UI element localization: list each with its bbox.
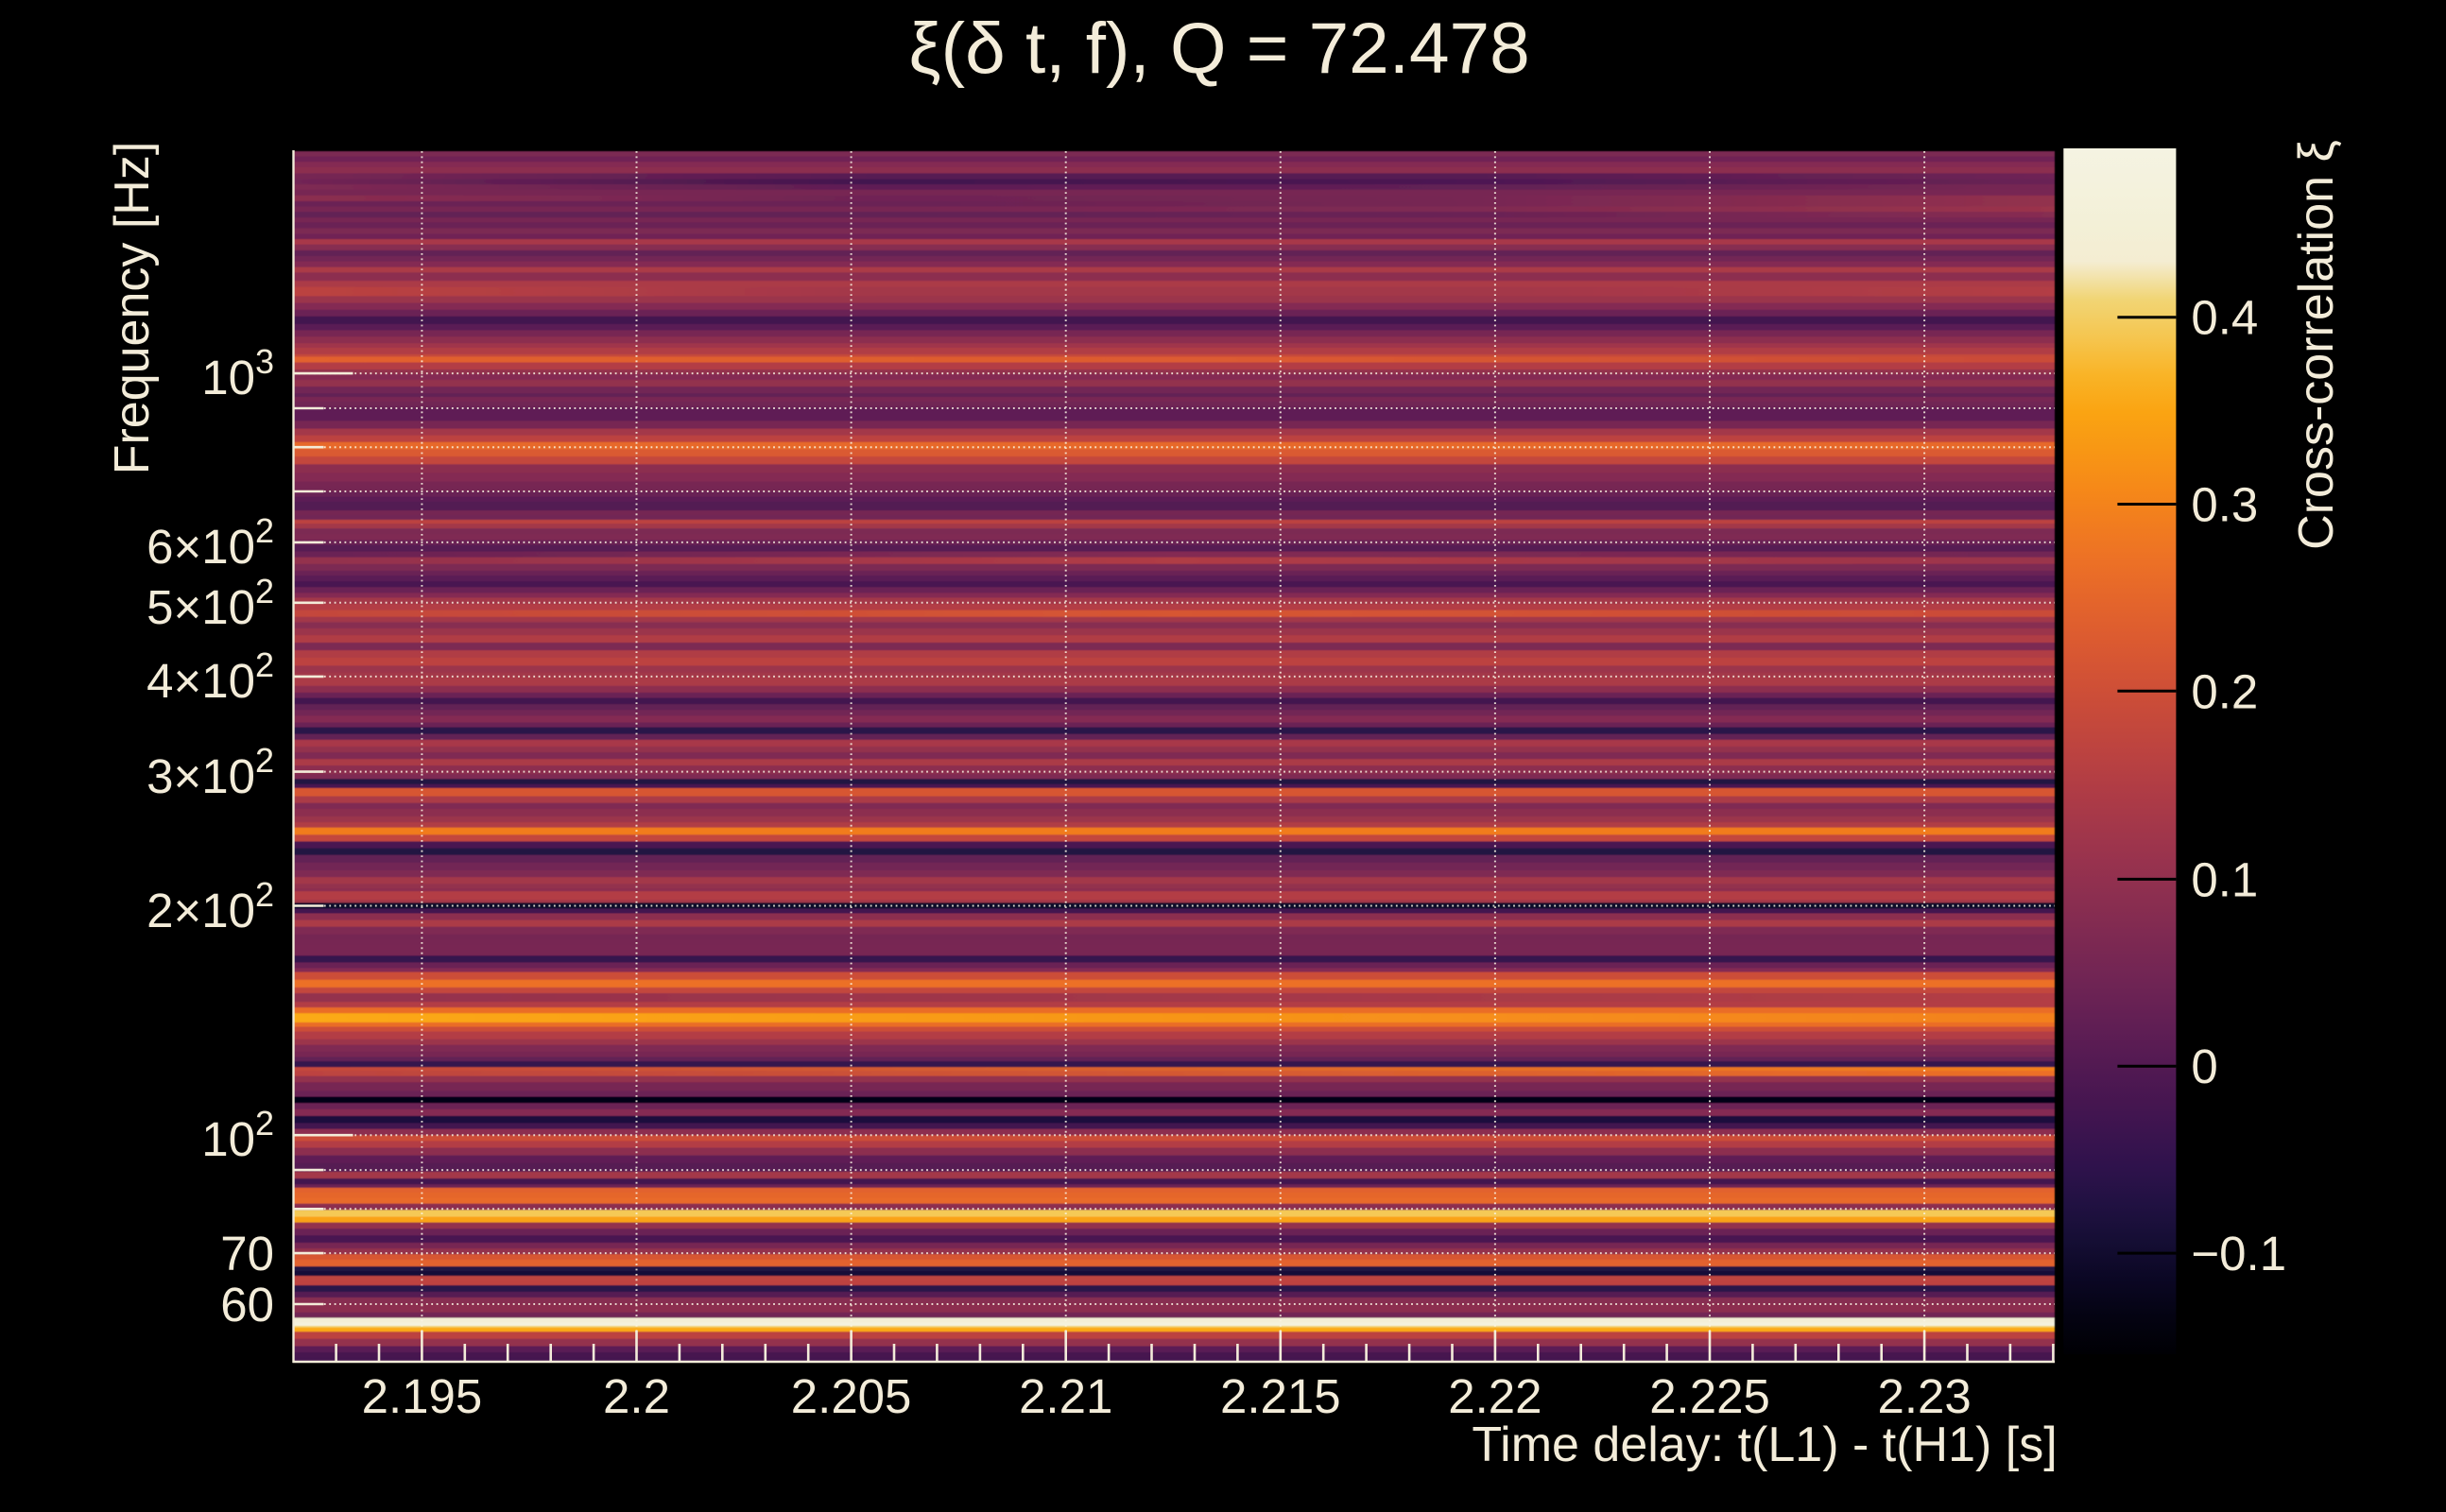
svg-text:70: 70 (220, 1227, 274, 1280)
svg-text:0.3: 0.3 (2191, 478, 2258, 532)
svg-text:60: 60 (220, 1278, 274, 1332)
svg-text:−0.1: −0.1 (2191, 1227, 2286, 1280)
svg-text:Time delay: t(L1) - t(H1) [s]: Time delay: t(L1) - t(H1) [s] (1472, 1418, 2057, 1472)
svg-text:2.21: 2.21 (1019, 1369, 1112, 1423)
svg-text:2.22: 2.22 (1448, 1369, 1542, 1423)
svg-text:2.2: 2.2 (603, 1369, 670, 1423)
svg-text:2.215: 2.215 (1220, 1369, 1341, 1423)
svg-text:0.1: 0.1 (2191, 852, 2258, 906)
svg-text:4×102: 4×102 (146, 645, 274, 708)
svg-text:2.205: 2.205 (791, 1369, 912, 1423)
svg-text:0.2: 0.2 (2191, 664, 2258, 718)
svg-text:0: 0 (2191, 1040, 2217, 1093)
svg-text:2.225: 2.225 (1649, 1369, 1770, 1423)
svg-text:ξ(δ t, f), Q = 72.478: ξ(δ t, f), Q = 72.478 (908, 9, 1529, 89)
svg-text:2×102: 2×102 (146, 875, 274, 937)
svg-text:Frequency [Hz]: Frequency [Hz] (105, 142, 160, 475)
svg-text:2.23: 2.23 (1877, 1369, 1971, 1423)
svg-text:0.4: 0.4 (2191, 291, 2258, 345)
svg-text:6×102: 6×102 (146, 511, 274, 574)
svg-text:5×102: 5×102 (146, 572, 274, 634)
svg-text:3×102: 3×102 (146, 741, 274, 803)
svg-text:Cross-correlation ξ: Cross-correlation ξ (2289, 140, 2344, 550)
svg-text:2.195: 2.195 (362, 1369, 483, 1423)
